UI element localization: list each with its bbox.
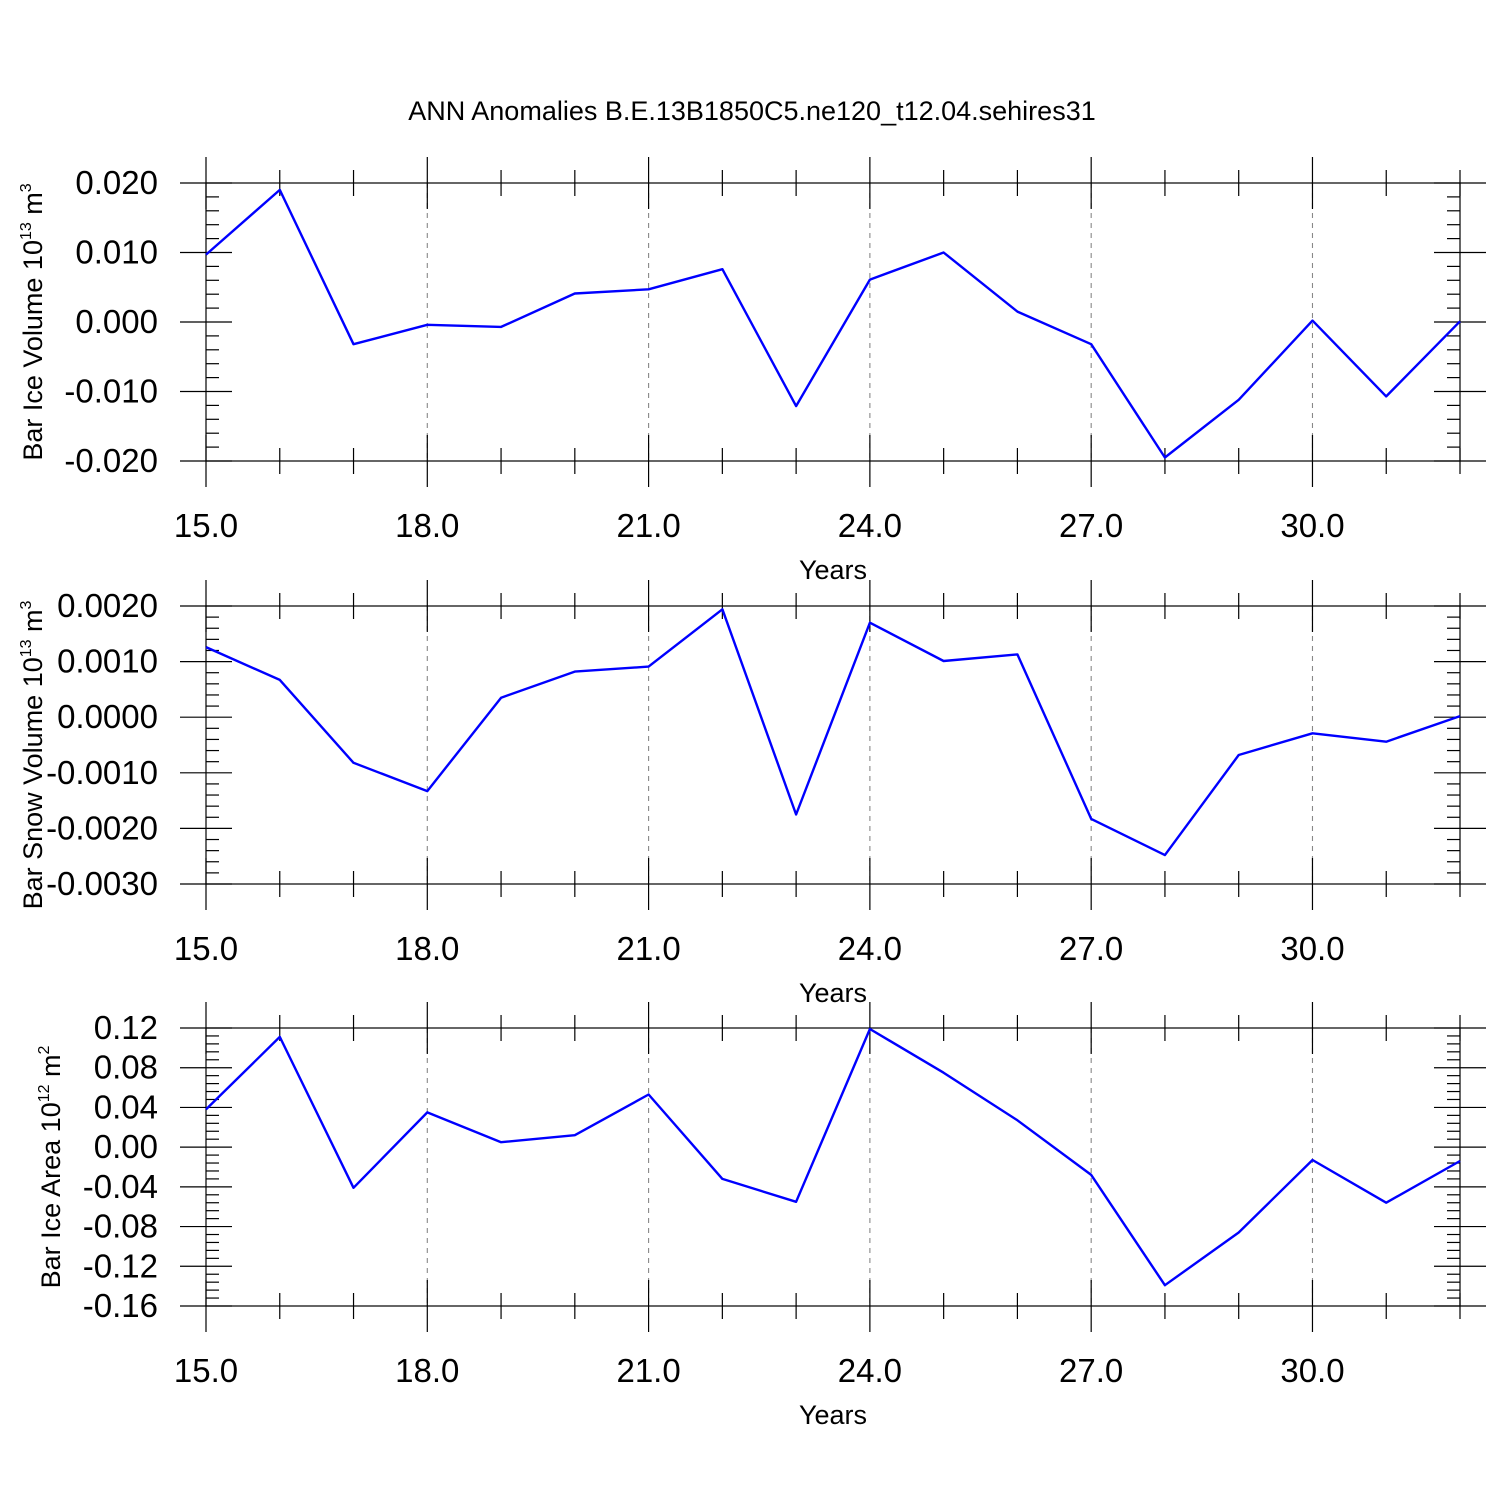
- x-axis-label: Years: [799, 1400, 867, 1430]
- plot-frame: [205, 605, 1461, 885]
- y-tick-label: -0.0030: [46, 865, 158, 902]
- x-tick-label: 18.0: [395, 930, 459, 967]
- y-tick-label: -0.020: [64, 442, 158, 479]
- y-tick-label: 0.0010: [57, 643, 158, 680]
- y-tick-label: -0.16: [83, 1287, 158, 1324]
- y-tick-label: 0.04: [94, 1088, 158, 1125]
- x-tick-label: 27.0: [1059, 507, 1123, 544]
- x-tick-label: 30.0: [1280, 1352, 1344, 1389]
- x-tick-label: 15.0: [174, 507, 238, 544]
- x-axis-label: Years: [799, 555, 867, 585]
- y-axis-label: Bar Snow Volume 1013 m3: [18, 600, 48, 909]
- plot-frame: [205, 182, 1461, 462]
- x-tick-label: 30.0: [1280, 930, 1344, 967]
- x-tick-label: 21.0: [616, 930, 680, 967]
- x-tick-label: 21.0: [616, 1352, 680, 1389]
- plot-frame: [205, 1027, 1461, 1307]
- panels: 0.020 0.010 0.000 -0.010 -0.020 15.0 18.0 21.0 2…: [18, 157, 1486, 1430]
- x-axis-label: Years: [799, 978, 867, 1008]
- x-tick-label: 15.0: [174, 1352, 238, 1389]
- series-line: [205, 188, 1461, 459]
- x-tick-label: 27.0: [1059, 1352, 1123, 1389]
- y-axis-label: Bar Ice Area 1012 m2: [36, 1045, 66, 1288]
- y-tick-label: -0.12: [83, 1247, 158, 1284]
- figure-title: ANN Anomalies B.E.13B1850C5.ne120_t12.04…: [408, 96, 1095, 126]
- y-tick-label: -0.010: [64, 373, 158, 410]
- x-tick-label: 15.0: [174, 930, 238, 967]
- x-tick-label: 21.0: [616, 507, 680, 544]
- x-tick-label: 24.0: [838, 507, 902, 544]
- y-tick-label: -0.08: [83, 1208, 158, 1245]
- x-tick-label: 24.0: [838, 930, 902, 967]
- y-tick-label: 0.000: [75, 303, 158, 340]
- panel-3: 0.120.080.040.00-0.04-0.08-0.12-0.16 15.0…: [36, 1002, 1486, 1430]
- y-tick-label: 0.00: [94, 1128, 158, 1165]
- x-tick-label: 27.0: [1059, 930, 1123, 967]
- y-tick-label: 0.010: [75, 234, 158, 271]
- series-line: [205, 1027, 1461, 1287]
- y-tick-label: 0.0000: [57, 698, 158, 735]
- panel-2: 0.0020 0.0010 0.0000 -0.0010 -0.0020 -0.0030 1…: [18, 580, 1486, 1008]
- y-tick-label: -0.0020: [46, 809, 158, 846]
- y-axis-label: Bar Ice Volume 1013 m3: [18, 183, 48, 460]
- y-tick-label: 0.0020: [57, 587, 158, 624]
- x-tick-label: 18.0: [395, 1352, 459, 1389]
- y-tick-label: 0.12: [94, 1009, 158, 1046]
- y-tick-label: 0.020: [75, 164, 158, 201]
- x-tick-label: 30.0: [1280, 507, 1344, 544]
- panel-1: 0.020 0.010 0.000 -0.010 -0.020 15.0 18.0 21.0 2…: [18, 157, 1486, 585]
- x-tick-label: 24.0: [838, 1352, 902, 1389]
- y-tick-label: -0.0010: [46, 754, 158, 791]
- y-tick-label: -0.04: [83, 1168, 158, 1205]
- series-line: [205, 608, 1461, 857]
- x-tick-label: 18.0: [395, 507, 459, 544]
- y-tick-label: 0.08: [94, 1049, 158, 1086]
